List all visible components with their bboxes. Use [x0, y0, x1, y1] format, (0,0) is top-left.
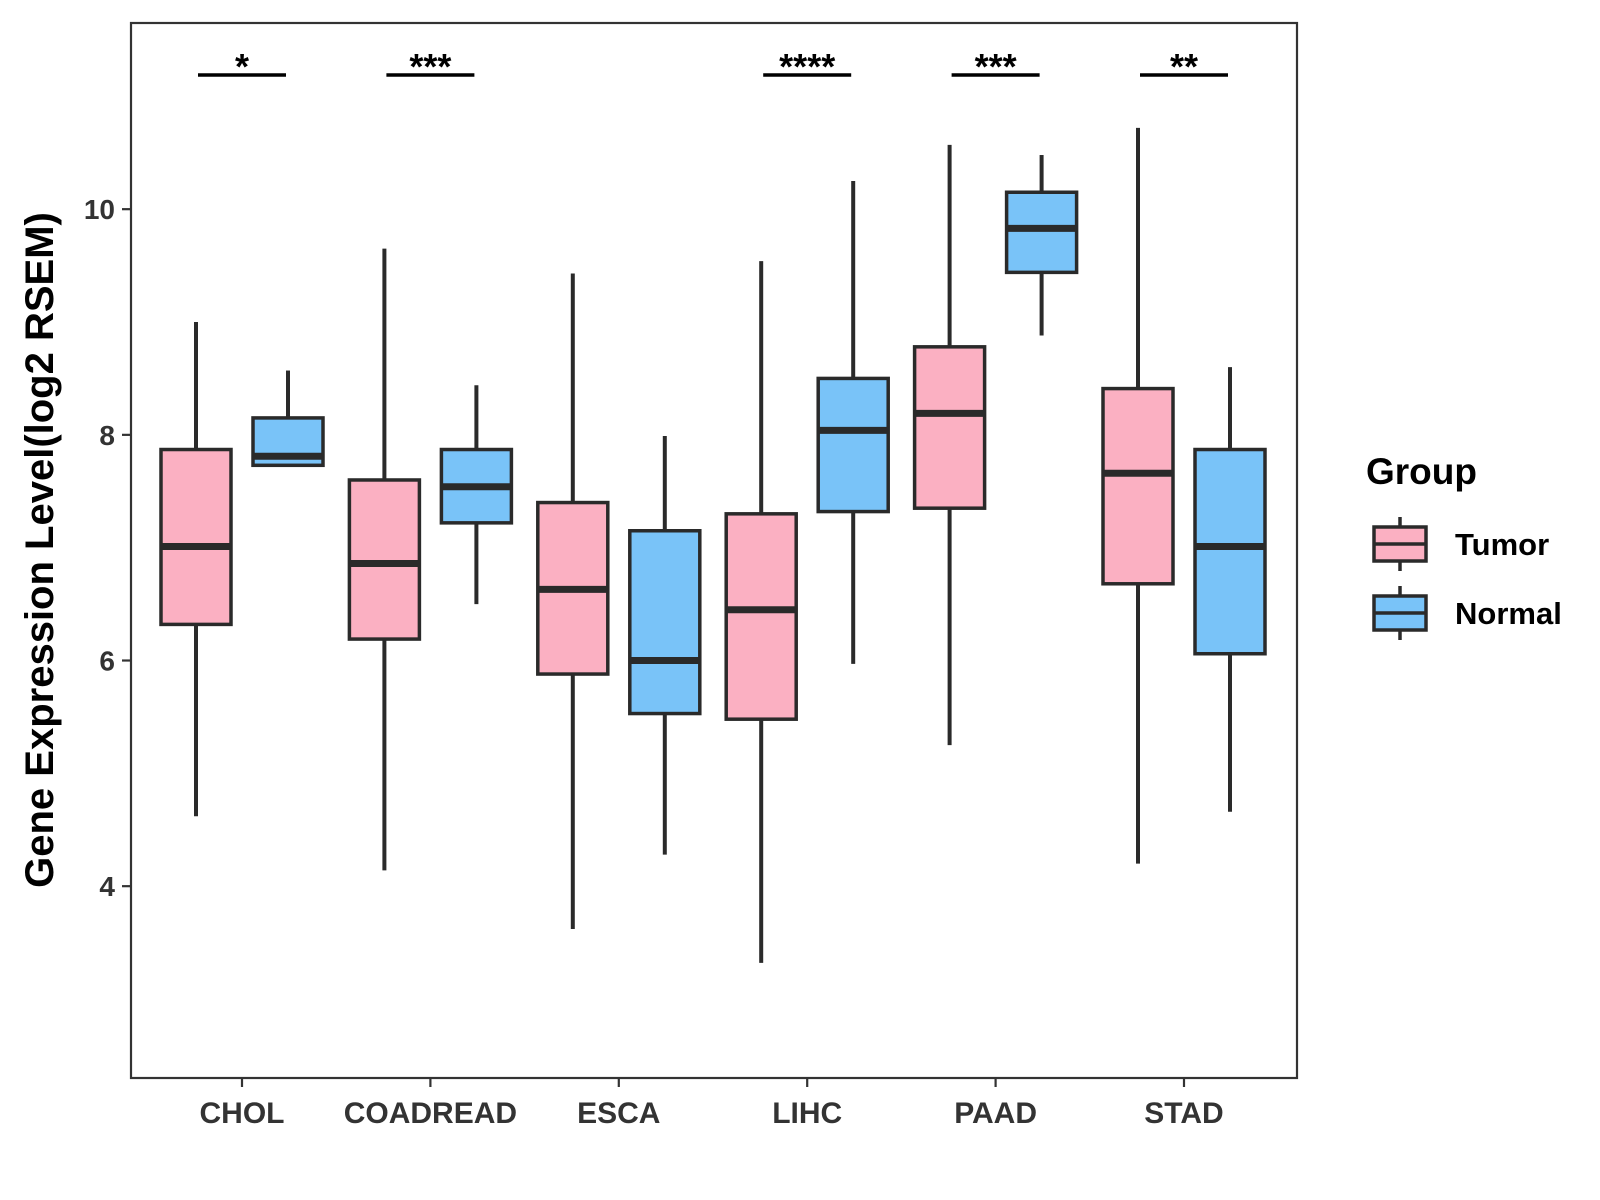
- legend: Group Tumor Normal: [1366, 451, 1562, 640]
- significance-label: *: [235, 46, 249, 87]
- legend-title: Group: [1366, 451, 1477, 492]
- legend-label: Tumor: [1455, 527, 1549, 562]
- box-iqr: [1004, 190, 1079, 275]
- significance-label: ****: [779, 46, 835, 87]
- box-iqr: [912, 345, 987, 510]
- plot-area: * *** **** *** **: [159, 46, 1267, 963]
- box-normal-stad: [1193, 367, 1267, 812]
- x-tick-label: CHOL: [200, 1097, 285, 1130]
- box-iqr: [1193, 447, 1267, 656]
- box-tumor-esca: [536, 273, 610, 930]
- x-tick-label: STAD: [1144, 1097, 1223, 1130]
- box-tumor-paad: [912, 144, 987, 746]
- box-iqr: [1101, 386, 1175, 586]
- y-axis-title: Gene Expression Level(log2 RSEM): [18, 212, 62, 888]
- significance-label: ***: [975, 46, 1017, 87]
- y-tick-label: 6: [99, 646, 115, 677]
- legend-item-normal: Normal: [1372, 586, 1562, 640]
- plot-border: [129, 21, 1299, 1080]
- axes: 4 6 8 10 CHOL COADREAD ESCA LIHC PAAD STAD: [84, 194, 1224, 1130]
- box-iqr: [159, 447, 233, 627]
- legend-label: Normal: [1455, 596, 1562, 631]
- x-tick-label: COADREAD: [344, 1097, 517, 1130]
- box-normal-paad: [1004, 155, 1079, 336]
- box-normal-chol: [251, 370, 325, 468]
- box-tumor-chol: [159, 322, 233, 817]
- box-tumor-lihc: [724, 261, 798, 963]
- y-tick-label: 8: [99, 420, 115, 451]
- box-iqr: [816, 376, 890, 514]
- y-tick-label: 10: [84, 194, 115, 225]
- significance-label: **: [1170, 46, 1198, 87]
- box-normal-lihc: [816, 180, 890, 664]
- significance-label: ***: [409, 46, 451, 87]
- x-tick-label: LIHC: [772, 1097, 842, 1130]
- box-iqr: [347, 478, 422, 641]
- box-iqr: [724, 512, 798, 721]
- box-tumor-coadread: [347, 248, 422, 871]
- box-tumor-stad: [1101, 127, 1175, 864]
- legend-item-tumor: Tumor: [1372, 517, 1549, 571]
- box-iqr: [628, 529, 702, 716]
- y-tick-label: 4: [99, 871, 115, 902]
- x-tick-label: PAAD: [954, 1097, 1037, 1130]
- box-normal-coadread: [439, 385, 514, 605]
- x-tick-label: ESCA: [577, 1097, 660, 1130]
- box-normal-esca: [628, 435, 702, 855]
